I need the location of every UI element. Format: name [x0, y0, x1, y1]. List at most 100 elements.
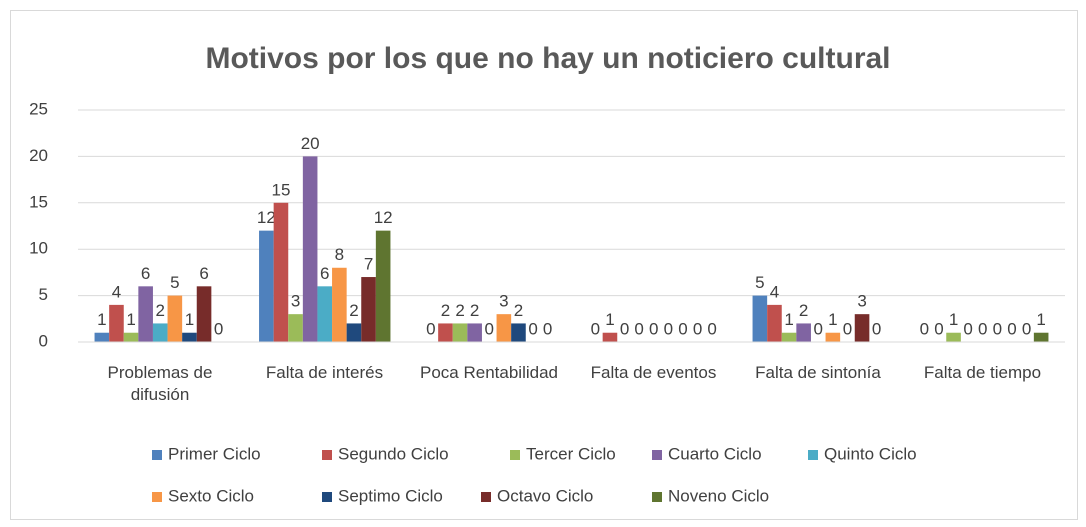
y-tick-label: 15 [29, 192, 48, 211]
chart-border [10, 10, 1078, 520]
data-label: 0 [1007, 319, 1016, 338]
bar [438, 323, 453, 342]
bar [361, 277, 376, 342]
bar [452, 323, 468, 342]
bar [152, 323, 168, 342]
data-label: 2 [799, 301, 808, 320]
data-label: 1 [784, 310, 793, 329]
data-label: 1 [1036, 310, 1045, 329]
data-label: 0 [1022, 319, 1031, 338]
data-label: 0 [872, 319, 881, 338]
data-label: 5 [170, 273, 179, 292]
data-label: 2 [441, 301, 450, 320]
data-label: 0 [920, 319, 929, 338]
legend-swatch [652, 492, 662, 502]
y-tick-label: 20 [29, 146, 48, 165]
data-label: 0 [978, 319, 987, 338]
data-label: 0 [543, 319, 552, 338]
legend-swatch [510, 450, 520, 460]
bar [273, 202, 289, 342]
data-label: 2 [514, 301, 523, 320]
data-label: 8 [335, 245, 344, 264]
data-label: 3 [499, 292, 508, 311]
bar [796, 323, 811, 342]
data-label: 0 [426, 319, 435, 338]
data-label: 0 [528, 319, 537, 338]
bar [496, 314, 512, 342]
data-label: 20 [301, 134, 320, 153]
bar [781, 332, 797, 342]
y-tick-label: 5 [39, 285, 48, 304]
data-label: 2 [455, 301, 464, 320]
x-tick-label: Poca Rentabilidad [420, 363, 558, 382]
bar [302, 156, 318, 342]
legend-label: Tercer Ciclo [526, 444, 616, 463]
bar [511, 323, 526, 342]
data-label: 6 [320, 264, 329, 283]
bar [259, 230, 274, 342]
data-label: 0 [843, 319, 852, 338]
bar [167, 295, 183, 342]
data-label: 12 [257, 208, 276, 227]
legend-swatch [152, 492, 162, 502]
legend-swatch [152, 450, 162, 460]
data-label: 1 [828, 310, 837, 329]
data-label: 0 [620, 319, 629, 338]
data-label: 0 [678, 319, 687, 338]
data-label: 1 [126, 310, 135, 329]
bar [94, 332, 110, 342]
data-label: 3 [291, 292, 300, 311]
data-label: 0 [963, 319, 972, 338]
legend-swatch [652, 450, 662, 460]
data-label: 2 [349, 301, 358, 320]
x-tick-label: Falta de eventos [590, 363, 717, 382]
data-label: 0 [634, 319, 643, 338]
legend-swatch [322, 492, 332, 502]
x-tick-label: Falta de sintonía [755, 363, 881, 382]
legend-label: Cuarto Ciclo [668, 444, 762, 463]
bar [346, 323, 362, 342]
y-tick-label: 10 [29, 239, 48, 258]
data-label: 1 [185, 310, 194, 329]
data-label: 1 [605, 310, 614, 329]
bar [752, 295, 768, 342]
bar [767, 304, 782, 342]
data-label: 7 [364, 255, 373, 274]
data-label: 4 [112, 282, 121, 301]
data-label: 5 [755, 273, 764, 292]
data-label: 1 [949, 310, 958, 329]
legend-label: Quinto Ciclo [824, 444, 917, 463]
data-label: 0 [214, 319, 223, 338]
bar [182, 332, 197, 342]
bar [467, 323, 482, 342]
bar [854, 314, 870, 342]
legend-swatch [481, 492, 491, 502]
data-label: 0 [591, 319, 600, 338]
x-tick-label: Falta de interés [265, 363, 384, 382]
data-label: 0 [485, 319, 494, 338]
bar [946, 332, 961, 342]
data-label: 0 [993, 319, 1002, 338]
bar [825, 332, 841, 342]
data-label: 0 [649, 319, 658, 338]
data-label: 12 [374, 208, 393, 227]
bar [288, 314, 303, 342]
bar [123, 332, 139, 342]
bar [317, 286, 333, 342]
data-label: 4 [770, 282, 779, 301]
data-label: 15 [271, 180, 290, 199]
legend-label: Noveno Ciclo [668, 486, 769, 505]
bar [109, 304, 124, 342]
data-label: 6 [199, 264, 208, 283]
bar [196, 286, 212, 342]
data-label: 3 [857, 292, 866, 311]
data-label: 6 [141, 264, 150, 283]
data-label: 0 [664, 319, 673, 338]
x-tick-label: Problemas de difusión [107, 363, 213, 404]
data-label: 0 [934, 319, 943, 338]
legend-label: Segundo Ciclo [338, 444, 449, 463]
x-tick-label: Falta de tiempo [923, 363, 1042, 382]
bar [138, 286, 153, 342]
